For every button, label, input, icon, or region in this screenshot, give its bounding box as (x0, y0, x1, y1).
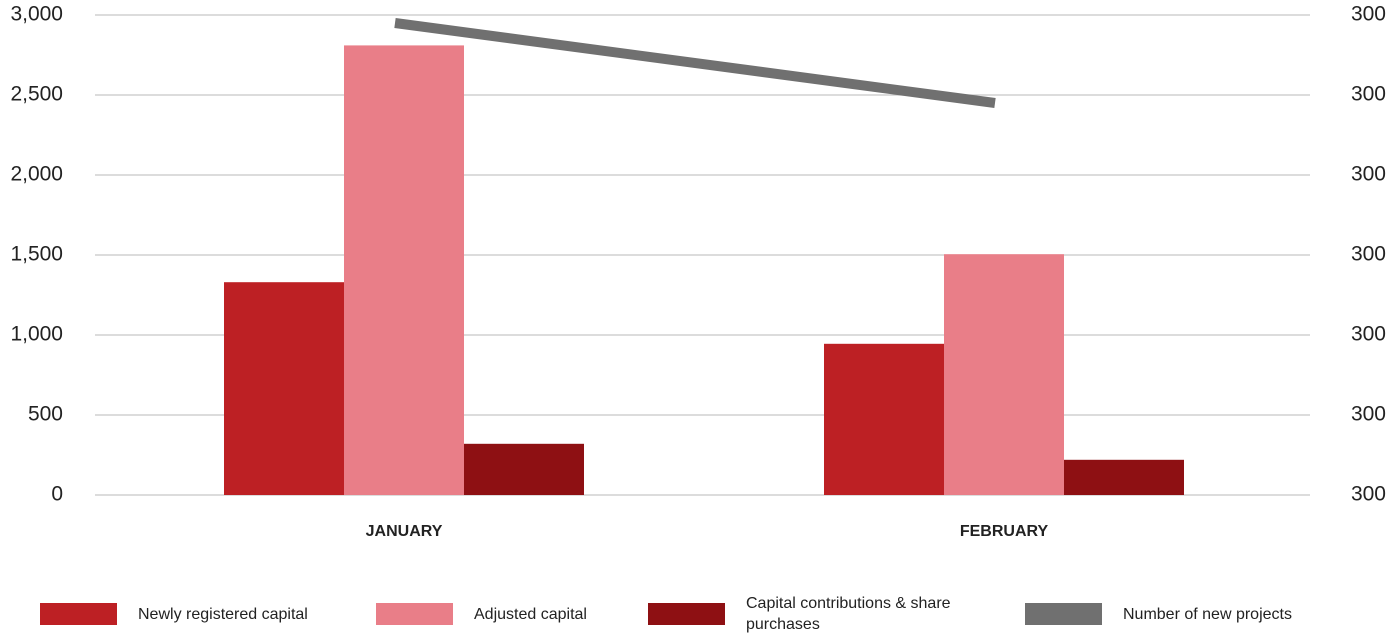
legend: Newly registered capital Adjusted capital… (0, 590, 1388, 638)
bar (344, 45, 464, 496)
bar (944, 254, 1064, 495)
y2-tick-label: 300 (1351, 83, 1386, 106)
legend-swatch (1025, 603, 1102, 625)
y2-tick-label: 300 (1351, 163, 1386, 186)
legend-item: Number of new projects (1025, 590, 1292, 638)
y-tick-label: 2,000 (10, 163, 63, 186)
legend-swatch (40, 603, 117, 625)
y-tick-label: 3,000 (10, 3, 63, 26)
legend-label: Newly registered capital (138, 605, 308, 623)
legend-swatch (376, 603, 453, 625)
y2-tick-label: 300 (1351, 323, 1386, 346)
y2-tick-label: 300 (1351, 483, 1386, 506)
y2-tick-label: 300 (1351, 3, 1386, 26)
y2-tick-label: 300 (1351, 403, 1386, 426)
bar (224, 282, 344, 495)
y-tick-label: 0 (51, 483, 63, 506)
legend-label: Capital contributions & share purchases (746, 595, 951, 633)
bar (1064, 459, 1184, 495)
bar (464, 443, 584, 495)
legend-label: Number of new projects (1123, 605, 1292, 623)
y2-tick-label: 300 (1351, 243, 1386, 266)
x-tick-label: JANUARY (366, 523, 443, 540)
line (394, 18, 996, 108)
y-tick-label: 1,000 (10, 323, 63, 346)
x-tick-label: FEBRUARY (960, 523, 1049, 540)
legend-item: Capital contributions & share purchases (648, 590, 996, 638)
legend-item: Newly registered capital (40, 590, 308, 638)
y-tick-label: 500 (28, 403, 63, 426)
y-tick-label: 1,500 (10, 243, 63, 266)
chart: 0 500 1,000 1,500 2,000 2,500 3,000 300 300 300 30… (10, 3, 1386, 541)
legend-label: Adjusted capital (474, 605, 587, 623)
y-tick-label: 2,500 (10, 83, 63, 106)
legend-swatch (648, 603, 725, 625)
bar (824, 343, 944, 495)
legend-item: Adjusted capital (376, 590, 587, 638)
